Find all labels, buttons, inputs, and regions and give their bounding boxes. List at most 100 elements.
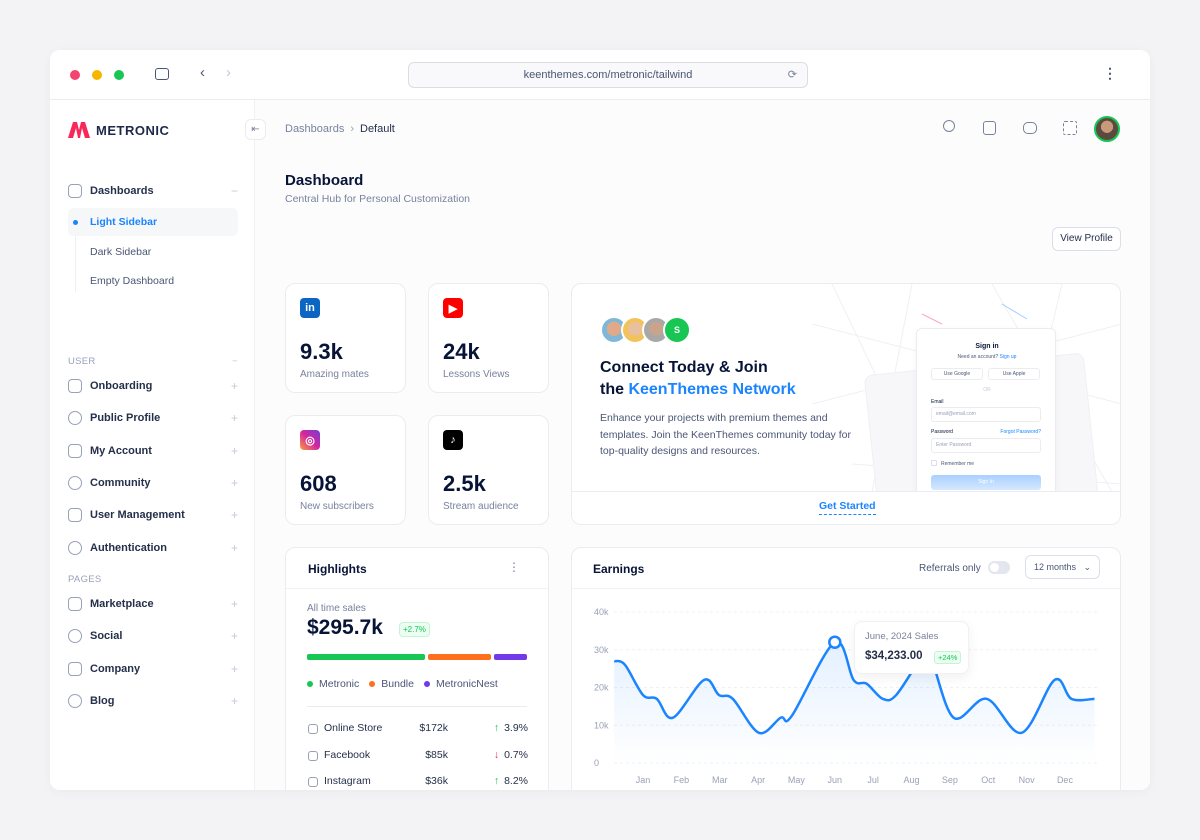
label: My Account — [90, 444, 152, 457]
arrow-down-icon: ↓ — [493, 748, 500, 761]
label: User Management — [90, 509, 185, 522]
label: Authentication — [90, 541, 167, 554]
sales-total: $295.7k — [307, 616, 383, 639]
label: Dashboards — [90, 185, 154, 197]
expand-icon[interactable]: + — [230, 508, 238, 523]
segment-metronic — [307, 654, 425, 660]
notes-icon[interactable] — [983, 121, 996, 135]
maximize-window-dot[interactable] — [114, 70, 124, 80]
sales-segment-bar — [307, 654, 527, 660]
close-window-dot[interactable] — [70, 70, 80, 80]
area-fill — [614, 641, 1095, 763]
stat-card: ◎ 608 New subscribers — [285, 415, 406, 525]
search-icon[interactable] — [943, 120, 955, 132]
y-tick-label: 20k — [594, 683, 609, 693]
referrals-toggle[interactable] — [988, 561, 1010, 574]
expand-icon[interactable]: + — [230, 693, 238, 708]
expand-icon[interactable]: + — [230, 597, 238, 611]
stat-value: 9.3k — [300, 339, 343, 364]
label: Onboarding — [90, 380, 153, 392]
stat-value: 608 — [300, 471, 337, 496]
breadcrumb: Dashboards › Default — [285, 123, 395, 135]
sidebar-item-social[interactable]: Social + — [68, 623, 238, 649]
users-icon — [68, 475, 82, 490]
avatar-initial: S — [663, 316, 691, 344]
back-icon[interactable]: ‹ — [200, 64, 205, 81]
sidebar-item-blog[interactable]: Blog + — [68, 688, 238, 714]
sidebar-item-marketplace[interactable]: Marketplace + — [68, 591, 238, 617]
breadcrumb-dashboards[interactable]: Dashboards — [285, 123, 345, 135]
earnings-chart: 0 10k 20k 30k 40k Jan Feb Mar Apr May Jun Jul Aug Sep… — [594, 607, 1100, 785]
x-tick-label: Sep — [942, 775, 958, 785]
expand-icon[interactable]: + — [230, 411, 238, 426]
collapse-icon[interactable]: − — [230, 184, 238, 198]
card-title: Highlights — [308, 562, 367, 576]
sales-legend: Metronic Bundle MetronicNest — [307, 678, 498, 690]
sidebar-item-light-sidebar[interactable]: Light Sidebar — [68, 208, 238, 236]
shield-user-icon — [68, 540, 82, 555]
shop-icon — [308, 724, 318, 734]
label: Blog — [90, 694, 115, 707]
label: Community — [90, 476, 151, 489]
x-tick-label: Jun — [828, 775, 843, 785]
apps-grid-icon[interactable] — [1063, 121, 1077, 135]
more-menu-icon[interactable]: ⋮ — [508, 560, 520, 574]
collapse-icon[interactable]: − — [232, 356, 238, 367]
user-avatar[interactable] — [1094, 116, 1120, 142]
address-bar[interactable]: keenthemes.com/metronic/tailwind ⟳ — [408, 62, 808, 88]
expand-icon[interactable]: + — [230, 629, 238, 644]
forward-icon[interactable]: › — [226, 64, 231, 81]
sidebar-item-public-profile[interactable]: Public Profile + — [68, 405, 238, 431]
metronic-logo-icon — [68, 122, 90, 138]
referrals-label: Referrals only — [919, 563, 981, 574]
legend-item: MetronicNest — [423, 678, 498, 690]
chat-icon[interactable] — [1023, 122, 1037, 134]
sidebar-item-dashboards[interactable]: Dashboards − — [68, 178, 238, 204]
sidebar-item-dark-sidebar[interactable]: Dark Sidebar — [68, 238, 238, 266]
sidebar: METRONIC Dashboards − Light Sidebar Dark … — [50, 100, 255, 790]
get-started-link[interactable]: Get Started — [819, 500, 876, 515]
sidebar-item-my-account[interactable]: My Account + — [68, 438, 238, 464]
tooltip-value: $34,233.00 — [865, 650, 923, 662]
sidebar-toggle-icon[interactable] — [155, 68, 169, 80]
more-menu-icon[interactable]: ⋮ — [1103, 65, 1117, 81]
minimize-window-dot[interactable] — [92, 70, 102, 80]
view-profile-button[interactable]: View Profile — [1052, 227, 1121, 251]
y-tick-label: 40k — [594, 607, 609, 617]
legend-dot — [423, 681, 430, 687]
brand-logo[interactable]: METRONIC — [68, 122, 169, 138]
highlight-row: Facebook $85k ↓ 0.7% — [308, 749, 528, 765]
expand-icon[interactable]: + — [230, 379, 238, 393]
highlighted-point[interactable] — [828, 635, 842, 649]
y-tick-label: 30k — [594, 645, 609, 655]
user-edit-icon — [68, 508, 82, 523]
stat-label: Lessons Views — [443, 369, 510, 380]
tooltip-title: June, 2024 Sales — [865, 631, 939, 642]
sidebar-item-empty-dashboard[interactable]: Empty Dashboard — [68, 267, 238, 295]
collapse-sidebar-button[interactable]: ⇤ — [245, 119, 266, 140]
expand-icon[interactable]: + — [230, 475, 238, 490]
highlight-row: Instagram $36k ↑ 8.2% — [308, 775, 528, 790]
sidebar-item-onboarding[interactable]: Onboarding + — [68, 373, 238, 399]
reload-icon[interactable]: ⟳ — [787, 69, 797, 81]
legend-item: Metronic — [307, 678, 359, 690]
row-value: $172k — [419, 722, 448, 734]
brand-name: METRONIC — [96, 122, 170, 138]
rocket-icon — [68, 379, 82, 393]
expand-icon[interactable]: + — [230, 443, 238, 458]
arrow-up-icon: ↑ — [493, 722, 500, 734]
instagram-icon: ◎ — [300, 430, 320, 450]
sidebar-item-authentication[interactable]: Authentication + — [68, 535, 238, 561]
sidebar-item-user-management[interactable]: User Management + — [68, 502, 238, 528]
expand-icon[interactable]: + — [230, 540, 238, 555]
id-card-icon — [68, 661, 82, 676]
label: Light Sidebar — [90, 216, 158, 228]
stat-card: in 9.3k Amazing mates — [285, 283, 406, 393]
sidebar-item-company[interactable]: Company + — [68, 656, 238, 682]
row-change: ↑ 8.2% — [493, 775, 528, 787]
linkedin-icon: in — [300, 298, 320, 318]
sidebar-item-community[interactable]: Community + — [68, 470, 238, 496]
expand-icon[interactable]: + — [230, 661, 238, 676]
youtube-icon: ▶ — [443, 298, 463, 318]
period-select[interactable]: 12 months ⌄ — [1025, 555, 1100, 579]
